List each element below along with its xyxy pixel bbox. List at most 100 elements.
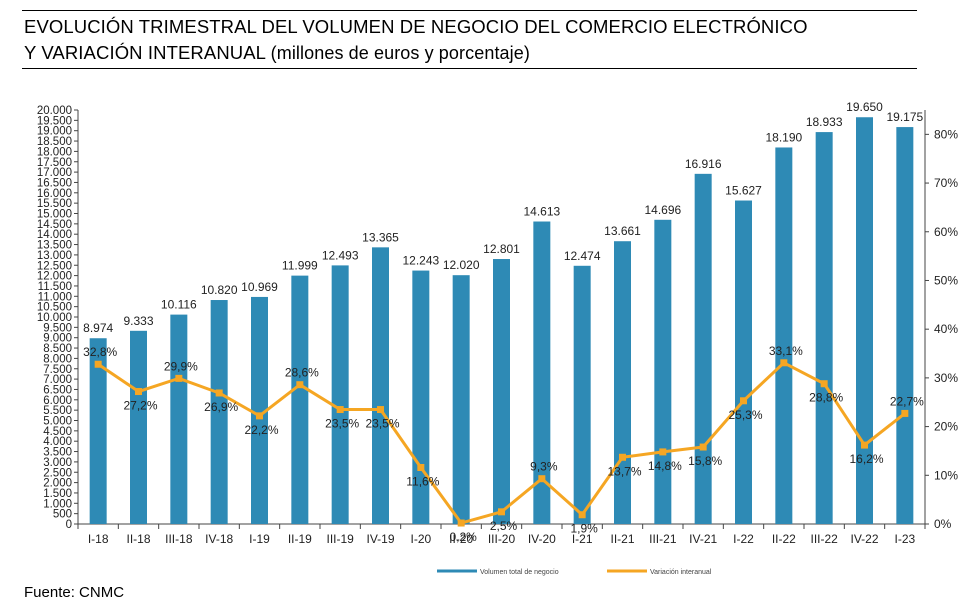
bar-value-label: 12.243 <box>402 254 439 268</box>
y-left-tick-label: 13.500 <box>37 240 72 252</box>
y-left-tick-label: 0 <box>66 519 72 531</box>
bar <box>493 259 510 524</box>
y-left-tick-label: 1.500 <box>43 488 72 500</box>
y-left-tick-label: 15.000 <box>37 209 72 221</box>
x-tick-label: II-22 <box>772 532 796 546</box>
x-tick-label: IV-20 <box>528 532 556 546</box>
bar-value-label: 14.696 <box>644 203 681 217</box>
y-left-tick-label: 2.000 <box>43 478 72 490</box>
x-tick-label: II-18 <box>126 532 150 546</box>
x-tick-label: IV-19 <box>366 532 394 546</box>
y-left-tick-label: 19.000 <box>37 126 72 138</box>
bar-value-label: 12.493 <box>322 248 359 262</box>
y-left-tick-label: 7.000 <box>43 374 72 386</box>
y-left-tick-label: 7.500 <box>43 364 72 376</box>
y-left-tick-label: 12.000 <box>37 271 72 283</box>
chart-axes: 05001.0001.5002.0002.5003.0003.5004.0004… <box>37 105 959 546</box>
bar <box>210 300 228 524</box>
y-left-tick-label: 500 <box>53 509 72 521</box>
bar <box>452 275 470 524</box>
bar-series <box>89 117 914 525</box>
line-value-label: 25,3% <box>728 408 762 422</box>
bar-value-label: 10.969 <box>241 280 278 294</box>
x-tick-label: III-21 <box>649 532 677 546</box>
y-right-tick-label: 40% <box>934 322 958 336</box>
y-right-tick-label: 10% <box>934 468 958 482</box>
x-tick-label: II-20 <box>449 532 473 546</box>
y-right-tick-label: 80% <box>934 127 958 141</box>
line-marker <box>538 475 546 483</box>
line-value-label: 29,9% <box>164 359 198 373</box>
line-value-label: 16,2% <box>849 452 883 466</box>
chart-title-line1: EVOLUCIÓN TRIMESTRAL DEL VOLUMEN DE NEGO… <box>24 16 808 37</box>
bar-value-label: 18.190 <box>765 130 802 144</box>
x-tick-label: IV-18 <box>205 532 233 546</box>
y-right-tick-label: 30% <box>934 371 958 385</box>
bar-value-label: 16.916 <box>685 157 722 171</box>
bar <box>372 247 389 525</box>
line-value-label: 28,8% <box>809 391 843 405</box>
bar <box>89 338 107 524</box>
bar-value-label: 9.333 <box>123 314 153 328</box>
x-tick-label: I-21 <box>572 532 593 546</box>
y-left-tick-label: 18.500 <box>37 136 72 148</box>
y-left-tick-label: 5.000 <box>43 416 72 428</box>
bar-value-label: 15.627 <box>725 184 762 198</box>
line-marker <box>215 389 223 397</box>
bar-value-label: 12.474 <box>564 249 601 263</box>
y-left-tick-label: 19.500 <box>37 115 72 127</box>
x-tick-label: I-20 <box>410 532 431 546</box>
x-tick-label: II-19 <box>288 532 312 546</box>
line-marker <box>135 388 142 396</box>
bar-value-label: 8.974 <box>83 321 113 335</box>
title-top-rule <box>22 10 917 11</box>
y-right-tick-label: 60% <box>934 225 958 239</box>
x-tick-label: III-20 <box>488 532 516 546</box>
y-left-tick-label: 4.000 <box>43 436 72 448</box>
y-left-tick-label: 8.000 <box>43 353 72 365</box>
x-tick-label: I-23 <box>894 532 915 546</box>
y-left-tick-label: 6.000 <box>43 395 72 407</box>
line-value-label: 32,8% <box>83 345 117 359</box>
x-tick-label: IV-22 <box>850 532 878 546</box>
line-value-label: 15,8% <box>688 454 722 468</box>
y-left-tick-label: 15.500 <box>37 198 72 210</box>
x-tick-label: IV-21 <box>689 532 717 546</box>
y-left-tick-label: 1.000 <box>43 498 72 510</box>
y-left-tick-label: 5.500 <box>43 405 72 417</box>
line-marker <box>336 406 344 414</box>
y-left-tick-label: 18.000 <box>37 146 72 158</box>
bar <box>815 132 833 524</box>
line-marker <box>861 441 868 449</box>
line-value-label: 11,6% <box>406 475 439 489</box>
line-marker <box>780 359 788 367</box>
bar <box>251 296 268 524</box>
bar <box>735 200 752 524</box>
bar <box>775 147 793 525</box>
line-value-label: 28,6% <box>285 366 319 380</box>
bar-value-label: 13.661 <box>604 224 641 238</box>
bar-value-label: 14.613 <box>523 205 560 219</box>
bar-value-label: 12.801 <box>483 242 520 256</box>
bar-value-label: 18.933 <box>806 115 843 129</box>
source-note: Fuente: CNMC <box>24 584 125 601</box>
x-tick-label: III-18 <box>165 532 193 546</box>
bar <box>533 221 551 524</box>
y-left-tick-label: 17.000 <box>37 167 72 179</box>
bar-value-label: 10.116 <box>161 298 197 312</box>
y-right-tick-label: 50% <box>934 273 958 287</box>
legend-label-bars: Volumen total de negocio <box>480 569 559 576</box>
y-left-tick-label: 14.000 <box>37 229 72 241</box>
line-marker <box>578 511 586 519</box>
y-left-tick-label: 20.000 <box>37 105 72 117</box>
y-right-tick-label: 20% <box>934 420 958 434</box>
line-marker <box>417 464 425 472</box>
y-left-tick-label: 8.500 <box>43 343 72 355</box>
y-left-tick-label: 14.500 <box>37 219 72 231</box>
y-left-tick-label: 3.000 <box>43 457 72 469</box>
bar-value-label: 19.650 <box>846 100 883 114</box>
y-left-tick-label: 6.500 <box>43 384 72 396</box>
chart-title: EVOLUCIÓN TRIMESTRAL DEL VOLUMEN DE NEGO… <box>24 14 924 66</box>
x-tick-label: III-19 <box>326 532 354 546</box>
